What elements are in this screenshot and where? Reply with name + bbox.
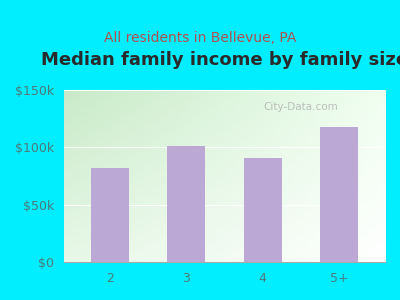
Text: City-Data.com: City-Data.com [263, 102, 338, 112]
Text: All residents in Bellevue, PA: All residents in Bellevue, PA [104, 32, 296, 46]
Bar [167, 146, 205, 262]
Bar [320, 127, 358, 262]
Bar [244, 158, 282, 262]
Title: Median family income by family size: Median family income by family size [41, 51, 400, 69]
Bar [91, 168, 129, 262]
